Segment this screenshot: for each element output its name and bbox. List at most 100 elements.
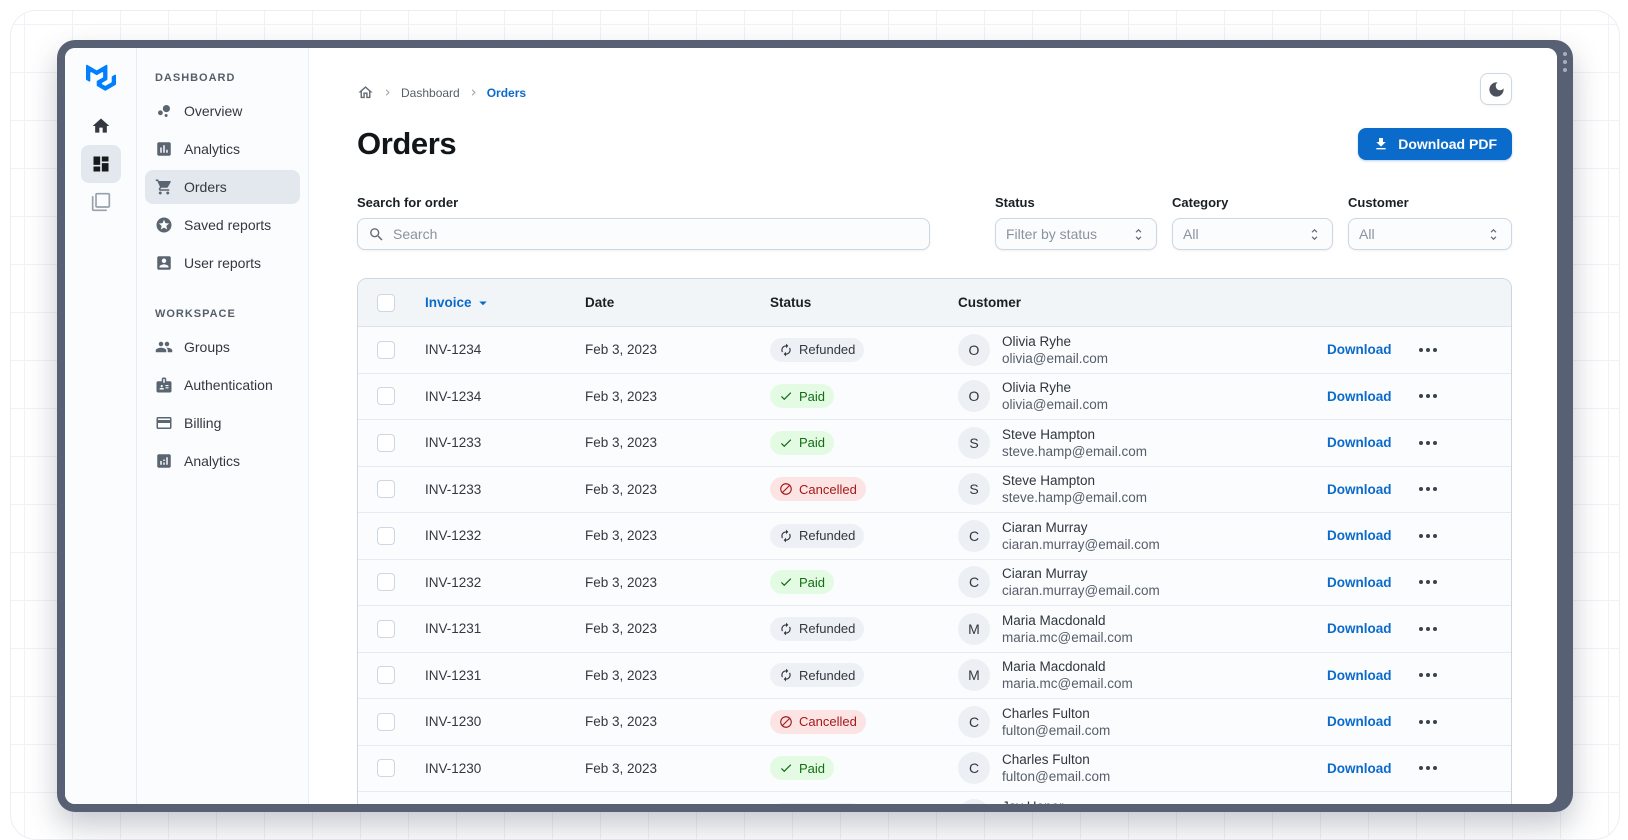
sidebar-item-analytics[interactable]: Analytics [145, 444, 300, 478]
row-more-actions-button[interactable] [1413, 347, 1511, 352]
filter-bar: Search for order Status Filter by status [357, 195, 1512, 250]
sidebar-item-groups[interactable]: Groups [145, 330, 300, 364]
row-checkbox[interactable] [377, 619, 395, 638]
badge-icon [156, 377, 172, 393]
status-label: Refunded [799, 621, 856, 637]
customer-email: steve.hamp@email.com [1002, 443, 1148, 459]
row-download-link[interactable]: Download [1327, 714, 1392, 730]
account-box-wrap [155, 254, 173, 272]
table-row: INV-1230 Feb 3, 2023 Cancelled C Charles… [358, 699, 1511, 746]
chevron-right-icon [381, 86, 394, 99]
row-download-link[interactable]: Download [1327, 342, 1392, 358]
row-download-link[interactable]: Download [1327, 574, 1392, 590]
search-icon [368, 226, 385, 243]
credit-card-wrap [155, 414, 173, 432]
row-checkbox[interactable] [377, 480, 395, 499]
customer-email: maria.mc@email.com [1002, 676, 1133, 692]
rail-button-home[interactable] [81, 107, 121, 145]
row-more-actions-button[interactable] [1413, 487, 1511, 492]
customer-email: ciaran.murray@email.com [1002, 536, 1160, 552]
row-more-actions-button[interactable] [1413, 719, 1511, 724]
row-download-link[interactable]: Download [1327, 388, 1392, 404]
status-filter-value: Filter by status [1006, 226, 1098, 242]
sidebar-item-label: Overview [184, 103, 243, 119]
select-all-checkbox[interactable] [377, 293, 395, 312]
sidebar-item-orders[interactable]: Orders [145, 170, 300, 204]
breadcrumb-dashboard[interactable]: Dashboard [401, 85, 460, 100]
invoice-cell: INV-1232 [425, 528, 482, 544]
customer-filter-select[interactable]: All [1348, 218, 1512, 250]
invoice-cell: INV-1234 [425, 388, 482, 404]
bar-chart-wrap [155, 140, 173, 158]
column-header-date: Date [585, 295, 615, 310]
status-filter-label: Status [995, 195, 1035, 210]
avatar: M [958, 612, 990, 645]
autorenew-icon [781, 668, 791, 682]
row-checkbox[interactable] [377, 666, 395, 685]
row-download-link[interactable]: Download [1327, 621, 1392, 637]
column-header-invoice[interactable]: Invoice [414, 294, 574, 312]
row-checkbox[interactable] [377, 526, 395, 545]
row-more-actions-button[interactable] [1413, 766, 1511, 771]
row-download-link[interactable]: Download [1327, 667, 1392, 683]
status-badge: Refunded [770, 337, 865, 362]
sidebar-item-user-reports[interactable]: User reports [145, 246, 300, 280]
sidebar-item-authentication[interactable]: Authentication [145, 368, 300, 402]
autorenew-icon [781, 343, 791, 357]
row-more-actions-button[interactable] [1413, 580, 1511, 585]
row-more-actions-button[interactable] [1413, 673, 1511, 678]
color-scheme-toggle-button[interactable] [1480, 73, 1512, 105]
customer-name: Steve Hampton [1002, 473, 1096, 489]
status-cell: Refunded [759, 337, 947, 362]
avatar: C [958, 566, 990, 599]
row-download-link[interactable]: Download [1327, 528, 1392, 544]
row-more-actions-button[interactable] [1413, 626, 1511, 631]
status-label: Refunded [799, 667, 856, 683]
search-input[interactable] [393, 226, 919, 242]
status-cell: Paid [759, 570, 947, 595]
sidebar-item-label: Analytics [184, 453, 241, 469]
status-cell: Refunded [759, 616, 947, 641]
main-content: Dashboard Orders Orders Download PDF [309, 48, 1557, 804]
sidebar-item-label: Authentication [184, 377, 273, 393]
download-pdf-button[interactable]: Download PDF [1358, 128, 1512, 160]
sidebar-item-analytics[interactable]: Analytics [145, 132, 300, 166]
row-checkbox[interactable] [377, 759, 395, 778]
check-icon [780, 578, 792, 587]
orders-table: Invoice Date Status Customer INV-1234 Fe… [357, 278, 1512, 804]
home-icon [92, 118, 109, 133]
sidebar-item-billing[interactable]: Billing [145, 406, 300, 440]
sidebar-item-saved-reports[interactable]: Saved reports [145, 208, 300, 242]
search-box [357, 218, 930, 250]
status-badge: Paid [770, 430, 835, 455]
status-badge: Cancelled [770, 709, 866, 734]
check-icon [780, 764, 792, 773]
row-more-actions-button[interactable] [1413, 394, 1511, 399]
home-icon[interactable] [357, 84, 374, 101]
customer-name: Maria Macdonald [1002, 659, 1106, 675]
row-download-link[interactable]: Download [1327, 760, 1392, 776]
status-filter-select[interactable]: Filter by status [995, 218, 1157, 250]
rail-button-dashboard[interactable] [80, 145, 121, 183]
row-more-actions-button[interactable] [1413, 440, 1511, 445]
rail-button-layers[interactable] [81, 183, 121, 221]
date-cell: Feb 3, 2023 [585, 435, 658, 451]
avatar: C [958, 519, 990, 552]
row-checkbox[interactable] [377, 387, 395, 406]
avatar: S [958, 426, 990, 459]
status-badge: Paid [770, 570, 835, 595]
customer-email: fulton@email.com [1002, 722, 1111, 738]
row-checkbox[interactable] [377, 573, 395, 592]
row-download-link[interactable]: Download [1327, 435, 1392, 451]
date-cell: Feb 3, 2023 [585, 528, 658, 544]
row-checkbox[interactable] [377, 712, 395, 731]
row-checkbox[interactable] [377, 340, 395, 359]
row-checkbox[interactable] [377, 433, 395, 452]
row-more-actions-button[interactable] [1413, 533, 1511, 538]
sidebar-item-overview[interactable]: Overview [145, 94, 300, 128]
invoice-cell: INV-1232 [425, 574, 482, 590]
category-filter-select[interactable]: All [1172, 218, 1333, 250]
autorenew-icon [781, 529, 791, 543]
customer-cell: C Charles Fulton fulton@email.com [947, 751, 1317, 785]
row-download-link[interactable]: Download [1327, 481, 1392, 497]
